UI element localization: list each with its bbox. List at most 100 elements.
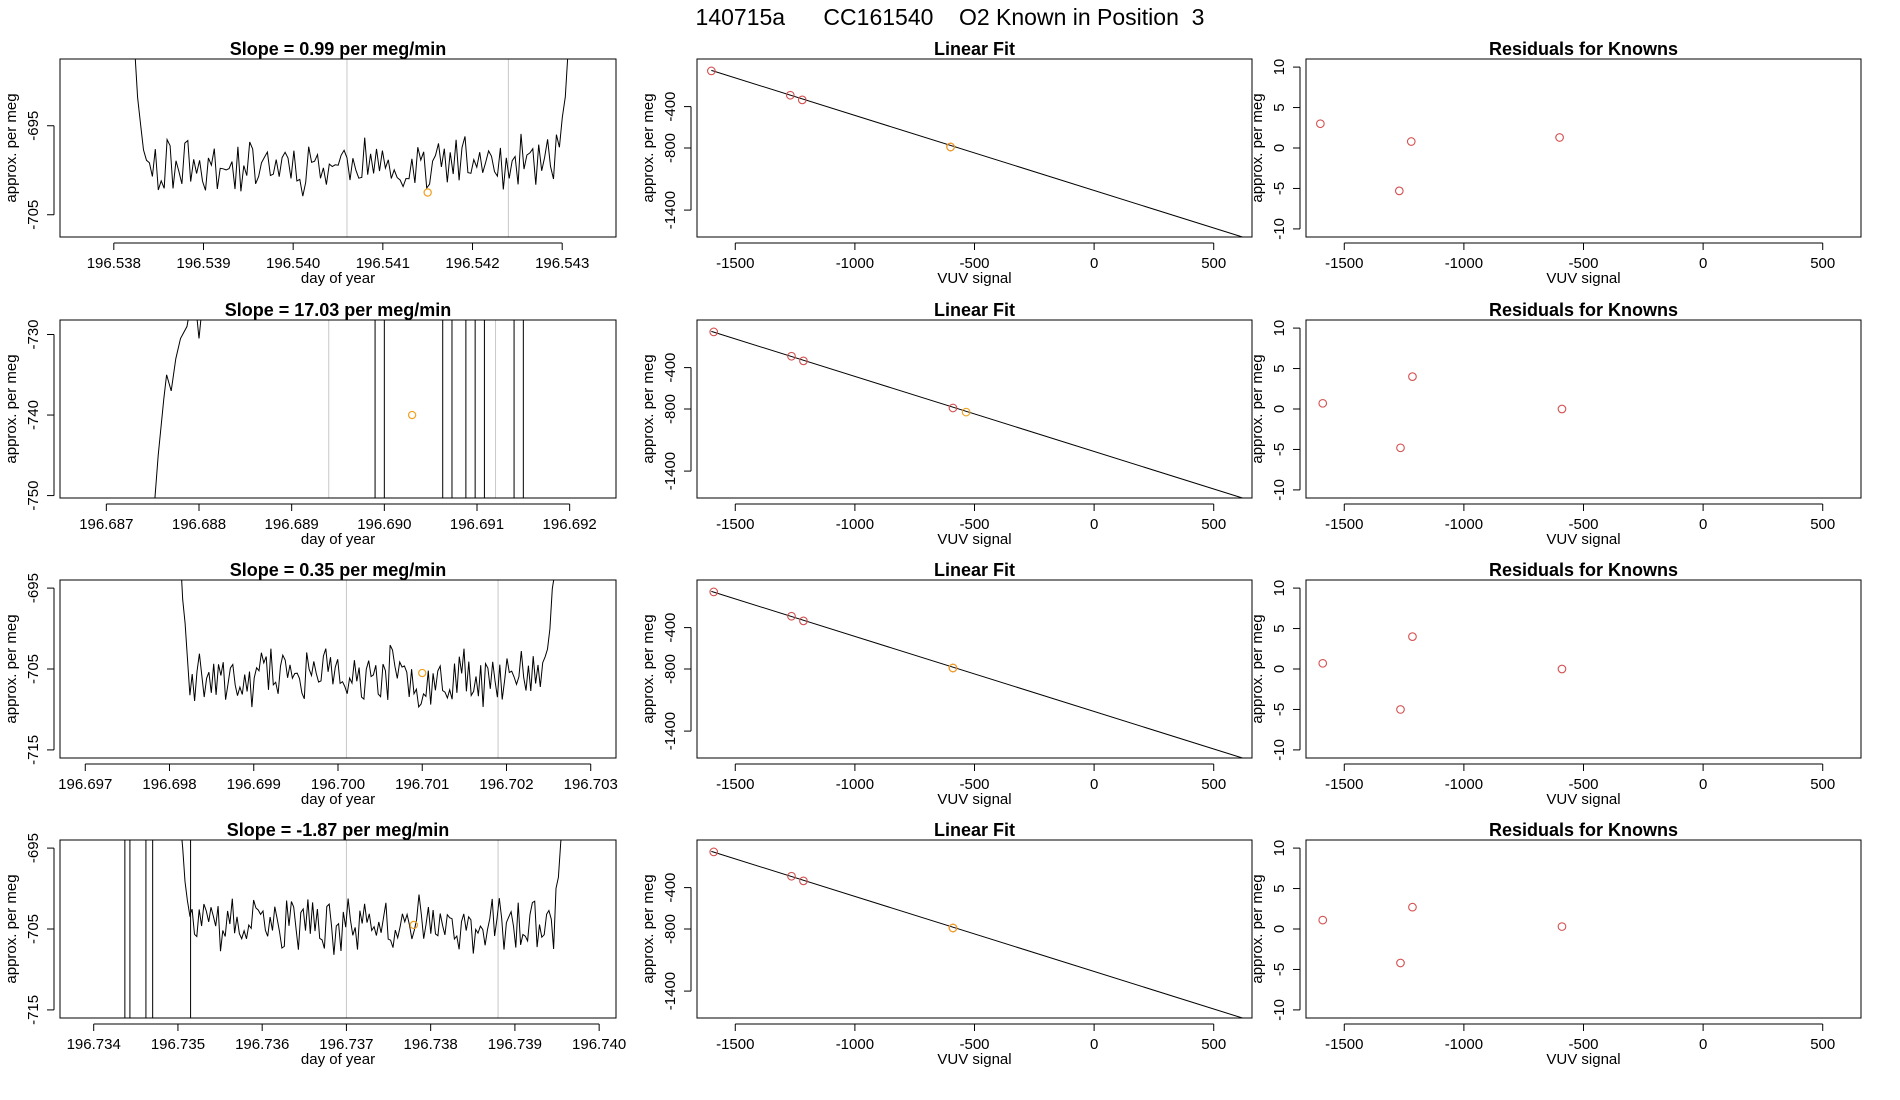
x-tick-label: 196.692 [543, 516, 597, 533]
plot-frame [59, 579, 617, 759]
x-axis-label: VUV signal [1546, 1051, 1620, 1068]
chart-title: Linear Fit [934, 560, 1015, 580]
known-point [709, 847, 719, 857]
chart-title: Residuals for Knowns [1489, 560, 1678, 580]
x-tick-label: 196.737 [319, 1036, 373, 1053]
x-tick-label: -1000 [836, 776, 874, 793]
plot-frame [1305, 319, 1862, 499]
x-axis-label: day of year [301, 531, 375, 548]
x-tick-label: -500 [959, 1036, 989, 1053]
x-axis-label: VUV signal [937, 531, 1011, 548]
x-axis-label: day of year [301, 791, 375, 808]
y-tick-label: -10 [1271, 999, 1288, 1021]
x-tick-label: 0 [1090, 1036, 1098, 1053]
y-axis-label: approx. per meg [1249, 614, 1266, 723]
x-tick-label: -1500 [716, 776, 754, 793]
residual-point [1394, 186, 1404, 196]
plot-frame [696, 319, 1253, 499]
trace-line [134, 59, 569, 197]
x-axis-label: VUV signal [937, 791, 1011, 808]
y-tick-label: 5 [1271, 103, 1288, 111]
residual-point [1557, 664, 1567, 674]
chart-1-0: Slope = 17.03 per meg/min 196.687 196.688 1… [3, 300, 617, 548]
figure-title: 140715a CC161540 O2 Known in Position 3 [695, 4, 1205, 30]
sample-point [418, 668, 427, 678]
plot-area [709, 327, 1243, 498]
x-tick-label: 196.691 [450, 516, 504, 533]
x-tick-label: 196.688 [172, 516, 226, 533]
y-axis-label: approx. per meg [1249, 354, 1266, 463]
residual-point [1318, 658, 1328, 668]
chart-2-0: Slope = 0.35 per meg/min 196.697 196.698 19… [3, 560, 618, 808]
x-tick-label: 196.699 [227, 776, 281, 793]
x-tick-label: 196.738 [404, 1036, 458, 1053]
x-tick-label: -1500 [1325, 1036, 1363, 1053]
known-point [709, 327, 719, 337]
known-point [799, 616, 808, 626]
x-tick-label: 196.702 [479, 776, 533, 793]
y-tick-label: -730 [25, 319, 42, 349]
x-tick-label: 196.541 [356, 255, 410, 272]
chart-title: Linear Fit [934, 300, 1015, 320]
chart-0-2: Residuals for Knowns -1500 -1000 -500 0 500 VU… [1249, 39, 1862, 287]
y-axis-label: approx. per meg [1249, 93, 1266, 202]
chart-0-1: Linear Fit -1500 -1000 -500 0 500 VUV signal -4… [640, 39, 1253, 287]
x-tick-label: 500 [1810, 516, 1835, 533]
known-point [787, 611, 796, 621]
y-tick-label: 0 [1271, 665, 1288, 673]
y-tick-label: 10 [1271, 59, 1288, 76]
x-tick-label: 196.740 [572, 1036, 626, 1053]
x-tick-label: -1500 [716, 516, 754, 533]
x-tick-label: 0 [1699, 1036, 1707, 1053]
x-tick-label: 196.690 [357, 516, 411, 533]
plot-area [134, 59, 569, 237]
y-tick-label: -5 [1271, 703, 1288, 716]
y-tick-label: 0 [1271, 925, 1288, 933]
fit-line [711, 850, 1243, 1018]
x-tick-label: 196.734 [67, 1036, 121, 1053]
known-point [785, 90, 795, 100]
fit-line [711, 69, 1243, 237]
y-tick-label: -5 [1271, 443, 1288, 456]
known-point [707, 66, 716, 76]
x-tick-label: 500 [1201, 776, 1226, 793]
x-tick-label: 196.703 [564, 776, 618, 793]
known-point [799, 356, 808, 366]
x-tick-label: 0 [1699, 516, 1707, 533]
y-tick-label: -1400 [662, 452, 679, 490]
plot-area [1318, 372, 1567, 453]
plot-area [154, 320, 524, 498]
x-tick-label: 500 [1201, 255, 1226, 272]
y-axis-label: approx. per meg [3, 614, 20, 723]
trace-line [196, 320, 202, 339]
x-tick-label: 0 [1090, 516, 1098, 533]
chart-1-1: Linear Fit -1500 -1000 -500 0 500 VUV signal -4… [640, 300, 1253, 548]
y-tick-label: -705 [25, 654, 42, 684]
x-tick-label: 0 [1699, 255, 1707, 272]
y-tick-label: -1400 [662, 972, 679, 1010]
y-tick-label: 5 [1271, 364, 1288, 372]
residual-point [1396, 443, 1405, 453]
residual-point [1408, 632, 1417, 641]
x-tick-label: 196.698 [142, 776, 196, 793]
y-tick-label: -715 [25, 995, 42, 1025]
plot-frame [1305, 839, 1862, 1019]
x-axis-label: day of year [301, 1051, 375, 1068]
plot-area [709, 587, 1243, 758]
residual-point [1408, 372, 1417, 381]
known-point [797, 95, 807, 105]
y-tick-label: -1400 [662, 191, 679, 229]
chart-title: Residuals for Knowns [1489, 39, 1678, 59]
x-axis-label: VUV signal [937, 270, 1011, 287]
residual-point [1396, 705, 1405, 714]
x-tick-label: -1000 [1445, 516, 1483, 533]
residual-point [1555, 133, 1564, 142]
x-tick-label: -1500 [1325, 776, 1363, 793]
x-axis-label: day of year [301, 270, 375, 287]
x-tick-label: -500 [1568, 516, 1598, 533]
x-tick-label: 196.735 [151, 1036, 205, 1053]
x-tick-label: -500 [959, 255, 989, 272]
x-tick-label: -1500 [716, 1036, 754, 1053]
y-tick-label: -5 [1271, 963, 1288, 976]
sample-point [948, 663, 958, 673]
